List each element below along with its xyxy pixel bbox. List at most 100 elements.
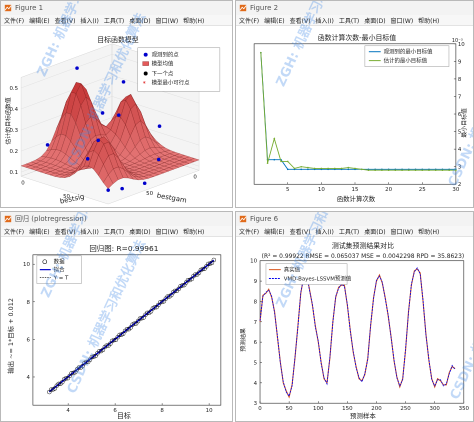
observed-point xyxy=(106,188,110,192)
legend-entry: 观测到的点 xyxy=(152,51,180,59)
plot-area[interactable]: 回归图: R=0.99961 4 6 8 10 4 6 8 10 输出 ~= 1*目标 + 0… xyxy=(1,237,232,421)
z-axis-label: 估计的目标函数值 xyxy=(4,97,12,144)
menu-view[interactable]: 查看(V) xyxy=(289,17,311,25)
menu-edit[interactable]: 编辑(E) xyxy=(29,17,50,25)
menu-help[interactable]: 帮助(H) xyxy=(418,228,440,236)
menu-insert[interactable]: 插入(I) xyxy=(80,17,99,25)
menu-view[interactable]: 查看(V) xyxy=(289,228,311,236)
menu-edit[interactable]: 编辑(E) xyxy=(264,228,285,236)
prediction-chart[interactable]: 测试集预测结果对比 (R² = 0.99922 RMSE = 0.065037 … xyxy=(236,237,473,421)
x-tick-label: 25 xyxy=(419,187,426,193)
menu-view[interactable]: 查看(V) xyxy=(54,17,76,25)
data-point xyxy=(307,168,309,171)
window-title: Figure 2 xyxy=(250,4,279,12)
window-title: Figure 6 xyxy=(250,215,279,223)
data-point xyxy=(293,167,296,170)
observed-point xyxy=(157,124,162,128)
min-objective-chart[interactable]: 函数计算次数-最小目标值 10⁻³ 5 10 15 20 25 302345678910 … xyxy=(236,26,473,207)
legend-marker-observed xyxy=(143,52,148,57)
observed-point xyxy=(100,111,105,115)
menu-file[interactable]: 文件(F) xyxy=(4,228,25,236)
regression-window[interactable]: 回归 (plotregression) 文件(F) 编辑(E) 查看(V) 插入… xyxy=(0,211,233,422)
window-titlebar[interactable]: 回归 (plotregression) xyxy=(1,212,232,226)
x-tick-label: 5 xyxy=(286,187,289,193)
menu-file[interactable]: 文件(F) xyxy=(239,228,260,236)
y-tick-label: 10 xyxy=(23,262,30,268)
data-point xyxy=(200,266,205,272)
legend-entry: 模型均值 xyxy=(152,60,174,68)
menu-tools[interactable]: 工具(T) xyxy=(338,17,360,25)
series-line-estimated xyxy=(260,52,456,171)
menu-tools[interactable]: 工具(T) xyxy=(103,17,125,25)
menu-file[interactable]: 文件(F) xyxy=(4,17,25,25)
observed-point xyxy=(75,66,79,70)
menu-help[interactable]: 帮助(H) xyxy=(183,17,205,25)
menu-file[interactable]: 文件(F) xyxy=(239,17,260,25)
x-tick-label: 50 xyxy=(146,191,153,197)
y-tick-label: 10 xyxy=(250,259,257,265)
data-point xyxy=(340,167,343,170)
menu-view[interactable]: 查看(V) xyxy=(54,228,76,236)
data-point xyxy=(207,261,213,266)
y-tick-label: 8 xyxy=(458,77,462,83)
legend-marker-data xyxy=(42,259,48,265)
menu-insert[interactable]: 插入(I) xyxy=(315,17,334,25)
window-titlebar[interactable]: Figure 6 xyxy=(236,212,473,226)
plot-area[interactable]: 测试集预测结果对比 (R² = 0.99922 RMSE = 0.065037 … xyxy=(236,237,473,421)
regression-chart[interactable]: 回归图: R=0.99961 4 6 8 10 4 6 8 10 输出 ~= 1*目标 + 0… xyxy=(1,237,232,421)
menu-tools[interactable]: 工具(T) xyxy=(103,228,125,236)
legend: 观测到的点 模型均值 下一个点 * 模型最小可行点 xyxy=(137,47,221,92)
x-tick-label: 150 xyxy=(342,406,353,412)
menu-window[interactable]: 窗口(W) xyxy=(155,17,179,25)
menu-desktop[interactable]: 桌面(D) xyxy=(364,17,386,25)
figure-6-window[interactable]: Figure 6 文件(F) 编辑(E) 查看(V) 插入(I) 工具(T) 桌… xyxy=(235,211,474,422)
y-tick-label: 5 xyxy=(458,130,461,136)
data-point xyxy=(180,283,185,288)
menu-desktop[interactable]: 桌面(D) xyxy=(364,228,386,236)
menu-tools[interactable]: 工具(T) xyxy=(338,228,360,236)
figure-1-window[interactable]: Figure 1 文件(F) 编辑(E) 查看(V) 插入(I) 工具(T) 桌… xyxy=(0,0,233,208)
surface-chart[interactable]: 目标函数模型 0.10.20.30.40.5100500050100 估计的目标… xyxy=(1,26,232,207)
legend-entry: 模型最小可行点 xyxy=(152,78,191,86)
menu-help[interactable]: 帮助(H) xyxy=(183,228,205,236)
data-point xyxy=(152,305,157,310)
menu-help[interactable]: 帮助(H) xyxy=(418,17,440,25)
menu-window[interactable]: 窗口(W) xyxy=(390,228,414,236)
data-point xyxy=(360,168,363,171)
figure-2-window[interactable]: Figure 2 文件(F) 编辑(E) 查看(V) 插入(I) 工具(T) 桌… xyxy=(235,0,474,208)
plot-area[interactable]: 目标函数模型 0.10.20.30.40.5100500050100 估计的目标… xyxy=(1,26,232,207)
legend-entry: 观测到的最小目标值 xyxy=(384,48,433,56)
data-point xyxy=(313,167,316,170)
data-point xyxy=(394,169,397,171)
menu-edit[interactable]: 编辑(E) xyxy=(264,17,285,25)
grid-line xyxy=(20,117,200,152)
menu-window[interactable]: 窗口(W) xyxy=(155,228,179,236)
y-axis-label: 最小目标值 xyxy=(460,108,468,138)
matlab-figure-icon xyxy=(4,215,12,223)
y-tick-label: 4 xyxy=(458,147,462,153)
data-point xyxy=(63,376,69,381)
menu-desktop[interactable]: 桌面(D) xyxy=(129,228,151,236)
y-tick-label: 5 xyxy=(254,360,257,366)
window-titlebar[interactable]: Figure 2 xyxy=(236,1,473,15)
data-point xyxy=(260,51,262,54)
window-titlebar[interactable]: Figure 1 xyxy=(1,1,232,15)
x-tick-label: 20 xyxy=(385,187,392,193)
data-point xyxy=(172,288,178,294)
menu-desktop[interactable]: 桌面(D) xyxy=(129,17,151,25)
menu-edit[interactable]: 编辑(E) xyxy=(29,228,50,236)
x-tick-label: 300 xyxy=(430,406,441,412)
data-point xyxy=(327,167,329,170)
plot-area[interactable]: 函数计算次数-最小目标值 10⁻³ 5 10 15 20 25 30 2 3 4 5 6 7 8 9 10 … xyxy=(236,26,473,207)
data-point xyxy=(159,299,165,305)
x-tick-label: 10 xyxy=(206,408,213,414)
menu-window[interactable]: 窗口(W) xyxy=(390,17,414,25)
menu-bar: 文件(F) 编辑(E) 查看(V) 插入(I) 工具(T) 桌面(D) 窗口(W… xyxy=(236,226,473,237)
menu-insert[interactable]: 插入(I) xyxy=(80,228,99,236)
chart-title: 目标函数模型 xyxy=(97,35,139,44)
data-point xyxy=(273,158,276,161)
grid-line xyxy=(20,75,200,110)
menu-insert[interactable]: 插入(I) xyxy=(315,228,334,236)
legend-entry: 估计的最小目标值 xyxy=(384,57,428,65)
data-point xyxy=(145,310,150,316)
